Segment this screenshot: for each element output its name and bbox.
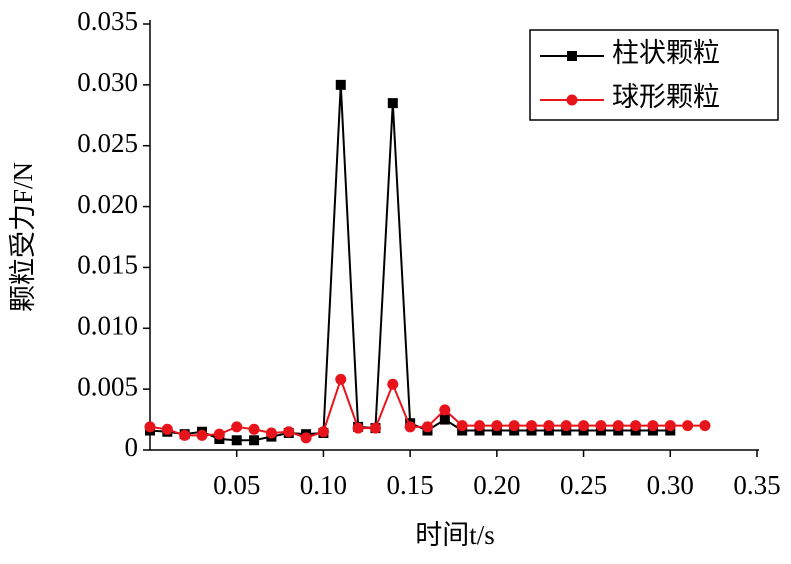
data-point (682, 420, 694, 432)
data-point (231, 421, 243, 433)
y-tick-label: 0.020 (77, 189, 138, 219)
data-point (335, 373, 347, 385)
y-tick-label: 0.015 (77, 250, 138, 280)
data-point (300, 432, 312, 444)
x-tick-label: 0.05 (213, 470, 260, 500)
data-point (595, 420, 607, 432)
data-point (508, 420, 520, 432)
y-tick-label: 0.005 (77, 371, 138, 401)
data-point (543, 420, 555, 432)
data-point (283, 426, 295, 438)
x-tick-label: 0.15 (387, 470, 434, 500)
x-tick-label: 0.30 (647, 470, 694, 500)
x-tick-label: 0.20 (473, 470, 520, 500)
y-tick-label: 0.010 (77, 310, 138, 340)
data-point (647, 420, 659, 432)
y-axis-label: 颗粒受力F/N (8, 162, 38, 312)
data-point (456, 420, 468, 432)
data-point (404, 421, 416, 433)
data-point (369, 422, 381, 434)
data-point (664, 420, 676, 432)
data-point (630, 420, 642, 432)
data-point (612, 420, 624, 432)
y-tick-label: 0.030 (77, 67, 138, 97)
data-point (439, 414, 450, 425)
data-point (248, 423, 260, 435)
data-point (474, 420, 486, 432)
data-point (196, 429, 208, 441)
data-point (699, 420, 711, 432)
data-point (352, 422, 364, 434)
data-point (439, 404, 451, 416)
data-point (144, 421, 156, 433)
data-point (421, 421, 433, 433)
x-axis-label: 时间t/s (415, 520, 495, 550)
data-point (265, 427, 277, 439)
x-tick-label: 0.10 (300, 470, 347, 500)
x-tick-label: 0.25 (560, 470, 607, 500)
legend-box (529, 29, 779, 121)
data-point (317, 426, 329, 438)
data-point (161, 423, 173, 435)
legend-marker (566, 94, 578, 106)
legend-label: 球形颗粒 (612, 82, 720, 112)
y-tick-label: 0.035 (77, 6, 138, 36)
data-point (249, 435, 260, 446)
data-point (578, 420, 590, 432)
y-tick-label: 0.025 (77, 128, 138, 158)
data-point (526, 420, 538, 432)
data-point (179, 429, 191, 441)
y-tick-label: 0 (125, 432, 139, 462)
data-point (231, 435, 242, 446)
data-point (387, 378, 399, 390)
data-point (213, 428, 225, 440)
x-tick-label: 0.35 (733, 470, 780, 500)
legend-marker (567, 51, 577, 61)
data-point (387, 98, 398, 109)
data-point (560, 420, 572, 432)
series-line (149, 84, 671, 442)
data-point (335, 79, 346, 90)
legend-label: 柱状颗粒 (612, 38, 720, 68)
data-point (491, 420, 503, 432)
